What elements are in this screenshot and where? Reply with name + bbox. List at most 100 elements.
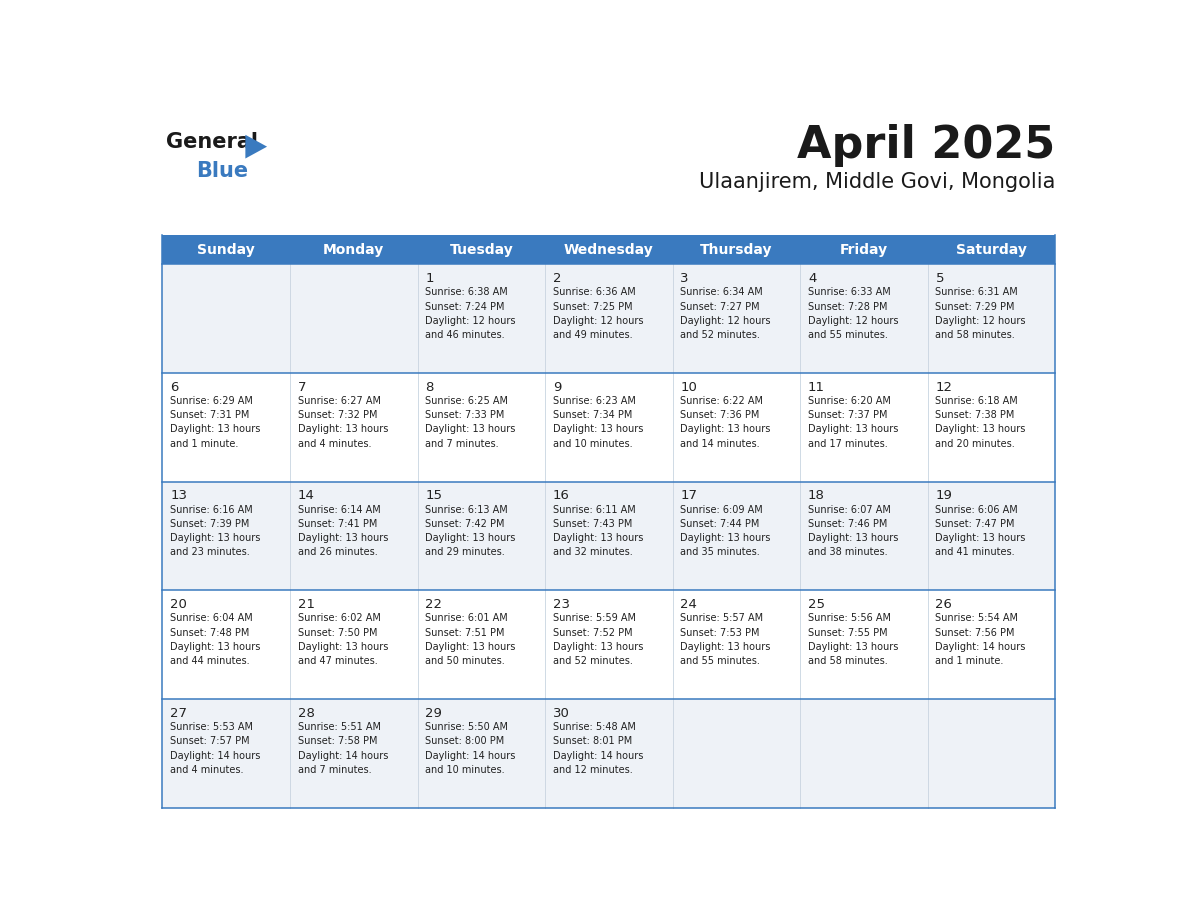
Text: and 38 minutes.: and 38 minutes. <box>808 547 887 557</box>
Text: and 12 minutes.: and 12 minutes. <box>552 765 632 775</box>
Text: Sunrise: 6:20 AM: Sunrise: 6:20 AM <box>808 396 891 406</box>
Text: Sunrise: 6:36 AM: Sunrise: 6:36 AM <box>552 287 636 297</box>
Text: Daylight: 13 hours: Daylight: 13 hours <box>552 424 643 434</box>
Text: Daylight: 12 hours: Daylight: 12 hours <box>935 316 1026 326</box>
Text: Sunset: 7:29 PM: Sunset: 7:29 PM <box>935 301 1015 311</box>
Text: 24: 24 <box>681 598 697 611</box>
Text: Sunrise: 5:48 AM: Sunrise: 5:48 AM <box>552 722 636 733</box>
Text: 13: 13 <box>170 489 188 502</box>
Polygon shape <box>246 135 267 159</box>
Text: Sunrise: 6:02 AM: Sunrise: 6:02 AM <box>298 613 380 623</box>
Text: 6: 6 <box>170 381 178 394</box>
Text: and 41 minutes.: and 41 minutes. <box>935 547 1015 557</box>
Bar <box>163 699 1055 808</box>
Text: Daylight: 13 hours: Daylight: 13 hours <box>298 642 388 652</box>
Text: 27: 27 <box>170 707 188 720</box>
Text: and 35 minutes.: and 35 minutes. <box>681 547 760 557</box>
Text: Sunrise: 6:18 AM: Sunrise: 6:18 AM <box>935 396 1018 406</box>
Text: Daylight: 13 hours: Daylight: 13 hours <box>298 424 388 434</box>
Text: 7: 7 <box>298 381 307 394</box>
Text: Sunset: 7:37 PM: Sunset: 7:37 PM <box>808 410 887 420</box>
Text: Sunset: 7:47 PM: Sunset: 7:47 PM <box>935 519 1015 529</box>
Text: General: General <box>166 131 258 151</box>
Text: and 52 minutes.: and 52 minutes. <box>681 330 760 340</box>
Text: Sunrise: 6:22 AM: Sunrise: 6:22 AM <box>681 396 764 406</box>
Text: Sunset: 7:31 PM: Sunset: 7:31 PM <box>170 410 249 420</box>
Text: 21: 21 <box>298 598 315 611</box>
Text: Sunrise: 6:25 AM: Sunrise: 6:25 AM <box>425 396 508 406</box>
Text: Daylight: 13 hours: Daylight: 13 hours <box>425 533 516 543</box>
Text: and 58 minutes.: and 58 minutes. <box>935 330 1016 340</box>
Text: and 46 minutes.: and 46 minutes. <box>425 330 505 340</box>
Text: Daylight: 14 hours: Daylight: 14 hours <box>552 751 643 761</box>
Text: Sunset: 7:38 PM: Sunset: 7:38 PM <box>935 410 1015 420</box>
Text: 25: 25 <box>808 598 824 611</box>
Text: 11: 11 <box>808 381 824 394</box>
Text: and 14 minutes.: and 14 minutes. <box>681 439 760 449</box>
Text: and 32 minutes.: and 32 minutes. <box>552 547 632 557</box>
Text: Sunrise: 6:33 AM: Sunrise: 6:33 AM <box>808 287 891 297</box>
Text: Sunset: 7:55 PM: Sunset: 7:55 PM <box>808 628 887 638</box>
Text: Sunrise: 6:11 AM: Sunrise: 6:11 AM <box>552 505 636 515</box>
Text: 30: 30 <box>552 707 570 720</box>
Text: and 55 minutes.: and 55 minutes. <box>808 330 887 340</box>
Text: Sunrise: 6:27 AM: Sunrise: 6:27 AM <box>298 396 380 406</box>
Text: Sunset: 7:25 PM: Sunset: 7:25 PM <box>552 301 632 311</box>
Text: 10: 10 <box>681 381 697 394</box>
Text: Sunrise: 5:56 AM: Sunrise: 5:56 AM <box>808 613 891 623</box>
Text: Daylight: 13 hours: Daylight: 13 hours <box>935 533 1025 543</box>
Text: Sunset: 7:39 PM: Sunset: 7:39 PM <box>170 519 249 529</box>
Text: Daylight: 13 hours: Daylight: 13 hours <box>170 424 260 434</box>
Text: Sunday: Sunday <box>197 242 255 256</box>
Text: and 55 minutes.: and 55 minutes. <box>681 656 760 666</box>
Text: Sunrise: 6:09 AM: Sunrise: 6:09 AM <box>681 505 763 515</box>
Text: Sunset: 7:56 PM: Sunset: 7:56 PM <box>935 628 1015 638</box>
Text: Sunrise: 6:13 AM: Sunrise: 6:13 AM <box>425 505 508 515</box>
Text: and 23 minutes.: and 23 minutes. <box>170 547 249 557</box>
Text: and 17 minutes.: and 17 minutes. <box>808 439 887 449</box>
Text: 3: 3 <box>681 272 689 285</box>
Text: Sunset: 7:34 PM: Sunset: 7:34 PM <box>552 410 632 420</box>
Text: Ulaanjirem, Middle Govi, Mongolia: Ulaanjirem, Middle Govi, Mongolia <box>699 172 1055 192</box>
Text: Daylight: 13 hours: Daylight: 13 hours <box>425 424 516 434</box>
Text: Sunset: 7:42 PM: Sunset: 7:42 PM <box>425 519 505 529</box>
Text: 5: 5 <box>935 272 944 285</box>
Text: and 7 minutes.: and 7 minutes. <box>425 439 499 449</box>
Text: April 2025: April 2025 <box>797 124 1055 167</box>
Text: 22: 22 <box>425 598 442 611</box>
Text: Sunset: 8:00 PM: Sunset: 8:00 PM <box>425 736 505 746</box>
Text: Daylight: 13 hours: Daylight: 13 hours <box>808 533 898 543</box>
Text: Sunrise: 6:34 AM: Sunrise: 6:34 AM <box>681 287 763 297</box>
Text: and 20 minutes.: and 20 minutes. <box>935 439 1016 449</box>
Text: Sunrise: 5:59 AM: Sunrise: 5:59 AM <box>552 613 636 623</box>
Text: Daylight: 13 hours: Daylight: 13 hours <box>552 533 643 543</box>
Text: Daylight: 14 hours: Daylight: 14 hours <box>425 751 516 761</box>
Text: and 49 minutes.: and 49 minutes. <box>552 330 632 340</box>
Text: 20: 20 <box>170 598 187 611</box>
Text: 9: 9 <box>552 381 561 394</box>
Text: Sunset: 7:52 PM: Sunset: 7:52 PM <box>552 628 632 638</box>
Text: and 26 minutes.: and 26 minutes. <box>298 547 378 557</box>
Text: Daylight: 14 hours: Daylight: 14 hours <box>935 642 1025 652</box>
Text: 4: 4 <box>808 272 816 285</box>
Text: Sunrise: 6:01 AM: Sunrise: 6:01 AM <box>425 613 508 623</box>
Text: Sunrise: 6:16 AM: Sunrise: 6:16 AM <box>170 505 253 515</box>
Text: Sunset: 7:50 PM: Sunset: 7:50 PM <box>298 628 378 638</box>
Text: 29: 29 <box>425 707 442 720</box>
Text: Friday: Friday <box>840 242 887 256</box>
Text: Sunrise: 6:38 AM: Sunrise: 6:38 AM <box>425 287 508 297</box>
Text: Sunrise: 6:04 AM: Sunrise: 6:04 AM <box>170 613 253 623</box>
Text: Daylight: 14 hours: Daylight: 14 hours <box>298 751 388 761</box>
Text: Sunset: 7:58 PM: Sunset: 7:58 PM <box>298 736 378 746</box>
Text: and 1 minute.: and 1 minute. <box>170 439 239 449</box>
Text: and 52 minutes.: and 52 minutes. <box>552 656 633 666</box>
Text: and 58 minutes.: and 58 minutes. <box>808 656 887 666</box>
Text: Sunrise: 6:06 AM: Sunrise: 6:06 AM <box>935 505 1018 515</box>
Text: Sunset: 7:24 PM: Sunset: 7:24 PM <box>425 301 505 311</box>
Bar <box>163 590 1055 699</box>
Text: Sunset: 7:44 PM: Sunset: 7:44 PM <box>681 519 760 529</box>
Text: Sunset: 7:28 PM: Sunset: 7:28 PM <box>808 301 887 311</box>
Text: Daylight: 13 hours: Daylight: 13 hours <box>808 642 898 652</box>
Text: Blue: Blue <box>196 161 248 181</box>
Text: 26: 26 <box>935 598 953 611</box>
